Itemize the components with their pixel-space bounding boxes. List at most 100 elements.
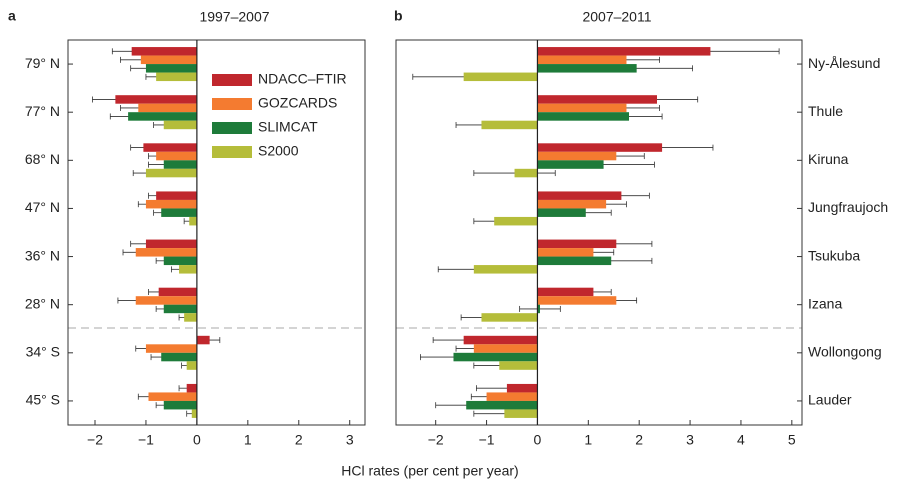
bar [158, 287, 197, 297]
legend-swatch [212, 98, 252, 110]
bar [481, 313, 538, 322]
bar [145, 199, 197, 209]
bar [537, 143, 663, 152]
bar [128, 112, 197, 121]
bar [145, 344, 197, 353]
y-category-label: Kiruna [808, 151, 849, 167]
legend-label: SLIMCAT [258, 119, 318, 135]
legend-label: S2000 [258, 143, 299, 159]
bar [499, 361, 538, 370]
x-tick-label: 3 [686, 432, 694, 448]
x-tick-label: −2 [428, 432, 444, 448]
y-category-label: Ny-Ålesund [808, 55, 880, 71]
bar [514, 168, 538, 178]
y-category-label: 79° N [25, 55, 60, 71]
bar [537, 55, 627, 65]
bar [537, 239, 617, 249]
y-category-label: Thule [808, 103, 843, 119]
bar [135, 248, 197, 257]
bar [537, 151, 617, 161]
bar [156, 151, 197, 161]
bar [156, 72, 197, 82]
bar [463, 72, 538, 82]
bar [504, 409, 538, 418]
panel-label: b [394, 8, 403, 24]
x-tick-label: 0 [534, 432, 542, 448]
bar [537, 103, 627, 113]
bar [537, 64, 637, 73]
bar [163, 304, 197, 314]
bar [537, 47, 711, 56]
bar [138, 103, 197, 113]
y-category-label: Wollongong [808, 344, 882, 360]
bar [184, 313, 197, 322]
x-tick-label: 1 [244, 432, 252, 448]
bar [453, 352, 538, 362]
x-tick-label: 4 [737, 432, 745, 448]
bar [145, 239, 197, 249]
y-category-label: 45° S [26, 392, 60, 408]
y-category-label: 47° N [25, 199, 60, 215]
bar [163, 256, 197, 266]
bar [186, 361, 197, 370]
bar [156, 191, 197, 200]
bar [186, 383, 197, 393]
bar [179, 265, 197, 274]
legend-swatch [212, 74, 252, 86]
bar [140, 55, 197, 65]
bar [537, 248, 594, 257]
bar [537, 287, 594, 297]
panel-title: 1997–2007 [199, 9, 269, 25]
x-tick-label: 2 [295, 432, 303, 448]
y-category-label: 34° S [26, 344, 60, 360]
bar [163, 400, 197, 410]
x-tick-label: 1 [584, 432, 592, 448]
legend-label: GOZCARDS [258, 95, 337, 111]
bar [196, 335, 210, 345]
x-tick-label: 0 [193, 432, 201, 448]
bar [494, 216, 538, 226]
bar [537, 296, 617, 305]
panel-label: a [8, 8, 16, 24]
bar [143, 143, 197, 152]
bar [537, 208, 586, 217]
bar [466, 400, 538, 410]
y-category-label: 36° N [25, 247, 60, 263]
y-category-label: Tsukuba [808, 247, 860, 263]
y-category-label: Jungfraujoch [808, 199, 888, 215]
bar [161, 208, 197, 217]
plot-frame [67, 39, 366, 426]
bar [131, 47, 197, 56]
bar [473, 344, 538, 353]
bar [145, 64, 197, 73]
bar [115, 95, 197, 104]
y-category-label: 77° N [25, 103, 60, 119]
x-tick-label: −1 [138, 432, 154, 448]
bar [191, 409, 197, 418]
bar [537, 112, 630, 121]
x-tick-label: −1 [479, 432, 495, 448]
bar [463, 335, 538, 345]
bar [163, 160, 197, 169]
bar [486, 392, 538, 401]
bar [537, 256, 612, 266]
x-axis-label: HCl rates (per cent per year) [341, 463, 518, 479]
bar [161, 352, 197, 362]
bar [148, 392, 197, 401]
y-category-label: Lauder [808, 392, 852, 408]
bar [163, 120, 197, 130]
legend-swatch [212, 146, 252, 158]
bar [537, 160, 604, 169]
x-tick-label: 3 [346, 432, 354, 448]
bar [537, 304, 540, 314]
y-category-label: Izana [808, 295, 842, 311]
y-category-label: 68° N [25, 151, 60, 167]
bar [189, 216, 197, 226]
legend-label: NDACC–FTIR [258, 71, 347, 87]
bar [537, 95, 657, 104]
x-tick-label: −2 [87, 432, 103, 448]
legend-swatch [212, 122, 252, 134]
bar [145, 168, 197, 178]
plot-frame [395, 39, 803, 426]
